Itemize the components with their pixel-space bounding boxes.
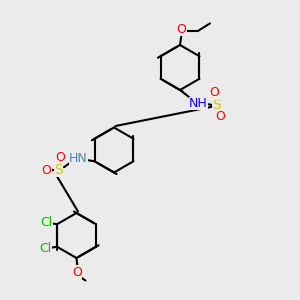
Text: O: O [73, 266, 82, 279]
Text: HN: HN [69, 152, 87, 165]
Text: O: O [177, 22, 186, 36]
Text: Cl: Cl [40, 242, 52, 255]
Text: O: O [209, 86, 219, 100]
Text: NH: NH [189, 97, 207, 110]
Text: O: O [55, 151, 65, 164]
Text: Cl: Cl [40, 216, 52, 229]
Text: S: S [54, 163, 63, 177]
Text: O: O [42, 164, 52, 177]
Text: O: O [215, 110, 225, 124]
Text: S: S [212, 98, 221, 112]
